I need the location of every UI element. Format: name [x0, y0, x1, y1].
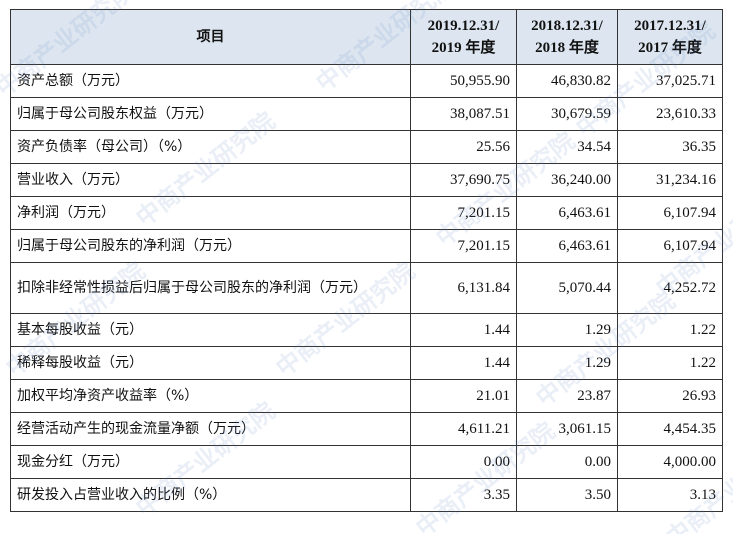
value-cell: 4,611.21 — [410, 412, 517, 446]
row-label: 经营活动产生的现金流量净额（万元） — [10, 412, 411, 446]
value-cell: 7,201.15 — [410, 229, 517, 263]
value-cell: 1.29 — [516, 313, 618, 347]
table-header: 项目 2019.12.31/2019 年度 2018.12.31/2018 年度 20… — [10, 9, 723, 65]
header-row: 项目 2019.12.31/2019 年度 2018.12.31/2018 年度 20… — [10, 9, 723, 65]
row-label: 稀释每股收益（元） — [10, 346, 411, 380]
table-row: 归属于母公司股东的净利润（万元） 7,201.15 6,463.61 6,107.94 — [10, 229, 723, 263]
row-label: 营业收入（万元） — [10, 163, 411, 197]
table-body: 资产总额（万元） 50,955.90 46,830.82 37,025.71 归属于母公… — [10, 64, 723, 512]
row-label: 扣除非经常性损益后归属于母公司股东的净利润（万元） — [10, 262, 411, 314]
row-label: 归属于母公司股东的净利润（万元） — [10, 229, 411, 263]
row-label: 资产负债率（母公司）（%） — [10, 130, 411, 164]
value-cell: 4,454.35 — [617, 412, 723, 446]
table-row: 现金分红（万元） 0.00 0.00 4,000.00 — [10, 445, 723, 479]
table-row: 稀释每股收益（元） 1.44 1.29 1.22 — [10, 346, 723, 380]
table-row: 加权平均净资产收益率（%） 21.01 23.87 26.93 — [10, 379, 723, 413]
value-cell: 4,252.72 — [617, 262, 723, 314]
row-label: 资产总额（万元） — [10, 64, 411, 98]
header-cell: 2018.12.31/2018 年度 — [516, 9, 618, 65]
header-line: 2017.12.31/ — [634, 18, 706, 34]
value-cell: 25.56 — [410, 130, 517, 164]
value-cell: 3.35 — [410, 478, 517, 512]
header-line: 2019.12.31/ — [427, 18, 500, 34]
value-cell: 6,107.94 — [617, 196, 723, 230]
value-cell: 0.00 — [516, 445, 618, 479]
value-cell: 5,070.44 — [516, 262, 618, 314]
row-label: 净利润（万元） — [10, 196, 411, 230]
value-cell: 21.01 — [410, 379, 517, 413]
row-label: 加权平均净资产收益率（%） — [10, 379, 411, 413]
value-cell: 46,830.82 — [516, 64, 618, 98]
table-row: 基本每股收益（元） 1.44 1.29 1.22 — [10, 313, 723, 347]
table-row: 资产总额（万元） 50,955.90 46,830.82 37,025.71 — [10, 64, 723, 98]
value-cell: 34.54 — [516, 130, 618, 164]
header-line: 2019 年度 — [431, 40, 496, 56]
value-cell: 1.44 — [410, 346, 517, 380]
value-cell: 1.22 — [617, 346, 723, 380]
table-row: 营业收入（万元） 37,690.75 36,240.00 31,234.16 — [10, 163, 723, 197]
value-cell: 6,131.84 — [410, 262, 517, 314]
table-row: 经营活动产生的现金流量净额（万元） 4,611.21 3,061.15 4,454.3… — [10, 412, 723, 446]
header-line: 2018.12.31/ — [531, 18, 603, 34]
value-cell: 3,061.15 — [516, 412, 618, 446]
row-label: 现金分红（万元） — [10, 445, 411, 479]
financial-table: 项目 2019.12.31/2019 年度 2018.12.31/2018 年度 20… — [10, 9, 723, 512]
value-cell: 36,240.00 — [516, 163, 618, 197]
value-cell: 23.87 — [516, 379, 618, 413]
row-label: 研发投入占营业收入的比例（%） — [10, 478, 411, 512]
value-cell: 0.00 — [410, 445, 517, 479]
table-row: 资产负债率（母公司）（%） 25.56 34.54 36.35 — [10, 130, 723, 164]
table-row: 研发投入占营业收入的比例（%） 3.35 3.50 3.13 — [10, 478, 723, 512]
value-cell: 38,087.51 — [410, 97, 517, 131]
header-cell: 项目 — [10, 9, 411, 65]
value-cell: 30,679.59 — [516, 97, 618, 131]
table-row: 归属于母公司股东权益（万元） 38,087.51 30,679.59 23,610.3… — [10, 97, 723, 131]
value-cell: 4,000.00 — [617, 445, 723, 479]
value-cell: 26.93 — [617, 379, 723, 413]
value-cell: 6,107.94 — [617, 229, 723, 263]
value-cell: 37,025.71 — [617, 64, 723, 98]
value-cell: 1.29 — [516, 346, 618, 380]
header-cell: 2019.12.31/2019 年度 — [410, 9, 517, 65]
value-cell: 50,955.90 — [410, 64, 517, 98]
header-line: 2017 年度 — [638, 40, 702, 56]
row-label: 基本每股收益（元） — [10, 313, 411, 347]
value-cell: 23,610.33 — [617, 97, 723, 131]
row-label: 归属于母公司股东权益（万元） — [10, 97, 411, 131]
value-cell: 3.13 — [617, 478, 723, 512]
header-line: 2018 年度 — [535, 40, 599, 56]
header-cell: 2017.12.31/2017 年度 — [617, 9, 723, 65]
value-cell: 1.44 — [410, 313, 517, 347]
table-row: 净利润（万元） 7,201.15 6,463.61 6,107.94 — [10, 196, 723, 230]
value-cell: 37,690.75 — [410, 163, 517, 197]
value-cell: 6,463.61 — [516, 229, 618, 263]
value-cell: 31,234.16 — [617, 163, 723, 197]
table-row: 扣除非经常性损益后归属于母公司股东的净利润（万元） 6,131.84 5,070.4… — [10, 262, 723, 314]
value-cell: 7,201.15 — [410, 196, 517, 230]
value-cell: 36.35 — [617, 130, 723, 164]
value-cell: 1.22 — [617, 313, 723, 347]
value-cell: 3.50 — [516, 478, 618, 512]
value-cell: 6,463.61 — [516, 196, 618, 230]
